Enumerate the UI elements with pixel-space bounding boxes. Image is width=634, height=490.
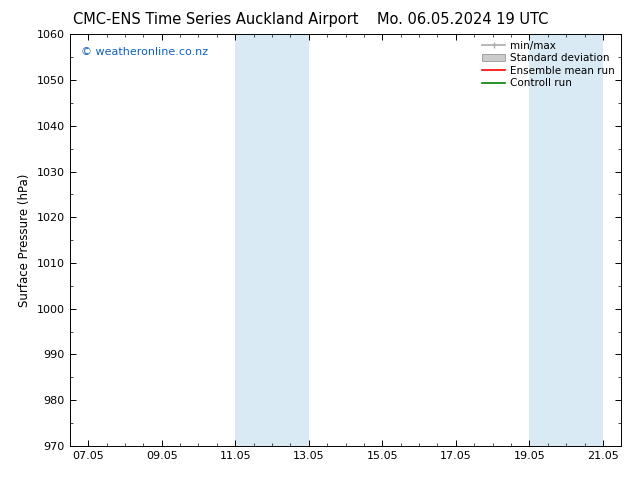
Text: Mo. 06.05.2024 19 UTC: Mo. 06.05.2024 19 UTC	[377, 12, 548, 27]
Bar	[235, 34, 309, 446]
Text: CMC-ENS Time Series Auckland Airport: CMC-ENS Time Series Auckland Airport	[73, 12, 358, 27]
Text: © weatheronline.co.nz: © weatheronline.co.nz	[81, 47, 208, 57]
Y-axis label: Surface Pressure (hPa): Surface Pressure (hPa)	[18, 173, 31, 307]
Legend: min/max, Standard deviation, Ensemble mean run, Controll run: min/max, Standard deviation, Ensemble me…	[478, 36, 619, 93]
Bar	[529, 34, 603, 446]
